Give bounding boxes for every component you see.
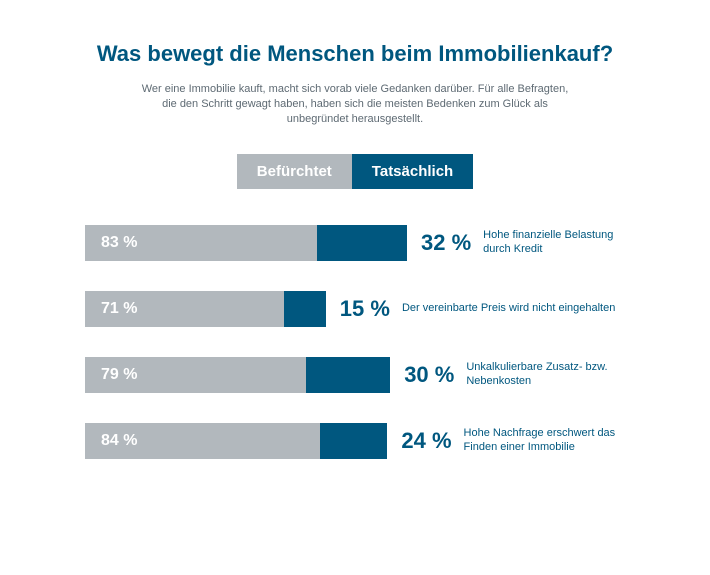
actual-value: 15 % [340, 296, 390, 322]
chart-row: 84 % 24 % Hohe Nachfrage erschwert das F… [85, 423, 635, 459]
bar-actual [317, 225, 407, 261]
row-description: Unkalkulierbare Zusatz- bzw. Nebenkosten [466, 361, 635, 389]
bar-actual [306, 357, 390, 393]
chart-row: 71 % 15 % Der vereinbarte Preis wird nic… [85, 291, 635, 327]
actual-value: 30 % [404, 362, 454, 388]
bar-actual [320, 423, 387, 459]
chart-title: Was bewegt die Menschen beim Immobilienk… [75, 40, 635, 68]
bar-group: 71 % [85, 291, 326, 327]
bar-feared-label: 79 % [101, 366, 137, 384]
chart-container: Was bewegt die Menschen beim Immobilienk… [75, 40, 635, 459]
bar-feared: 71 % [85, 291, 284, 327]
bar-group: 79 % [85, 357, 390, 393]
chart-row: 79 % 30 % Unkalkulierbare Zusatz- bzw. N… [85, 357, 635, 393]
bar-feared: 79 % [85, 357, 306, 393]
actual-value: 32 % [421, 230, 471, 256]
chart-rows: 83 % 32 % Hohe finanzielle Belastung dur… [75, 225, 635, 459]
bar-actual [284, 291, 326, 327]
bar-feared: 84 % [85, 423, 320, 459]
row-description: Hohe finanzielle Belastung durch Kredit [483, 229, 635, 257]
actual-value: 24 % [401, 428, 451, 454]
legend: Befürchtet Tatsächlich [75, 154, 635, 189]
bar-feared-label: 83 % [101, 234, 137, 252]
chart-row: 83 % 32 % Hohe finanzielle Belastung dur… [85, 225, 635, 261]
row-description: Der vereinbarte Preis wird nicht eingeha… [402, 302, 635, 316]
bar-group: 84 % [85, 423, 387, 459]
legend-actual: Tatsächlich [352, 154, 473, 189]
bar-feared-label: 84 % [101, 432, 137, 450]
bar-feared: 83 % [85, 225, 317, 261]
bar-feared-label: 71 % [101, 300, 137, 318]
legend-feared: Befürchtet [237, 154, 352, 189]
row-description: Hohe Nachfrage erschwert das Finden eine… [464, 427, 635, 455]
chart-subtitle: Wer eine Immobilie kauft, macht sich vor… [135, 82, 575, 128]
bar-group: 83 % [85, 225, 407, 261]
